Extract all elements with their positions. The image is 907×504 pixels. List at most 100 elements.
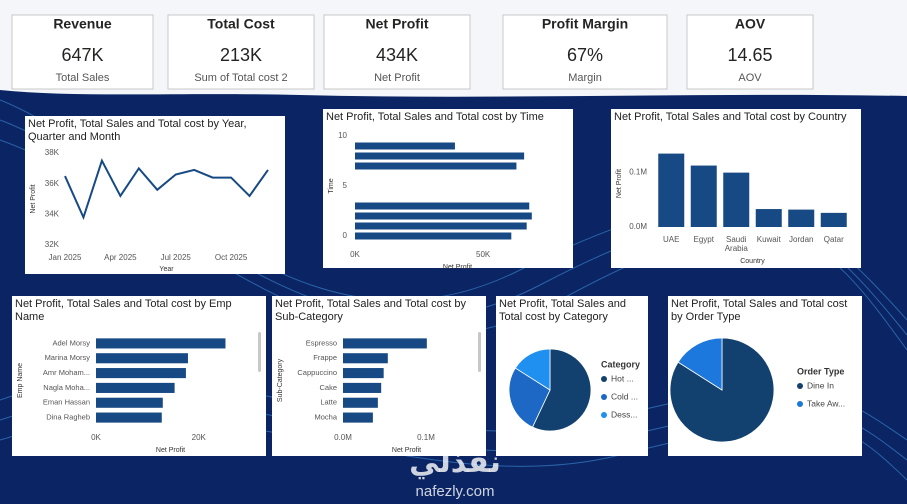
chart-title-box: Net Profit, Total Sales and Total cost b… <box>671 298 848 323</box>
kpi-subtitle: Net Profit <box>374 72 420 84</box>
scrollbar <box>478 332 481 372</box>
kpi-card <box>686 14 814 90</box>
kpi-subtitle: Sum of Total cost 2 <box>194 72 287 84</box>
x-axis-label: Country <box>740 258 765 265</box>
y-axis-label: Net Profit <box>616 169 623 198</box>
bar <box>723 172 750 227</box>
kpi-value: 14.65 <box>727 45 772 65</box>
kpi-card <box>167 14 315 90</box>
y-tick-label: Eman Hassan <box>43 398 90 407</box>
x-tick-label: Jan 2025 <box>49 253 82 262</box>
y-tick-label: Nagla Moha... <box>43 383 90 392</box>
legend-label: Cold ... <box>611 391 638 401</box>
y-tick-label: Cappuccino <box>297 368 337 377</box>
chart-panel <box>25 116 285 274</box>
y-tick-label: 5 <box>343 181 348 190</box>
bar <box>658 153 685 227</box>
x-tick-label: 0.1M <box>417 433 435 442</box>
x-tick-label: 20K <box>192 433 207 442</box>
bar <box>343 382 382 393</box>
chart-title: Net Profit, Total Sales and Total cost b… <box>15 298 232 323</box>
legend-title: Category <box>601 359 640 369</box>
x-tick-label: Jul 2025 <box>161 253 192 262</box>
bar <box>690 165 717 227</box>
y-tick-label: 0.0M <box>629 222 647 231</box>
kpi-subtitle: Margin <box>568 72 602 84</box>
legend-swatch <box>601 394 607 400</box>
pie-slice <box>532 348 592 432</box>
kpi-card <box>11 14 154 90</box>
kpi-card <box>502 14 668 90</box>
chart-title-box: Net Profit, Total Sales and Total cost b… <box>275 298 466 323</box>
kpi-title: Profit Margin <box>542 16 628 32</box>
legend-swatch <box>797 383 803 389</box>
bar <box>96 382 175 393</box>
kpi-subtitle: AOV <box>738 72 762 84</box>
chart-title: Net Profit, Total Sales and Total cost b… <box>614 111 847 123</box>
y-tick-label: Espresso <box>306 338 337 347</box>
y-tick-label: 0 <box>343 231 348 240</box>
y-tick-label: Mocha <box>314 413 337 422</box>
chart-title: Net Profit, Total Sales and Total cost b… <box>671 298 848 323</box>
bar <box>343 353 388 364</box>
bar <box>788 209 815 227</box>
bar <box>820 212 847 227</box>
x-tick-label: 0K <box>91 433 101 442</box>
kpi-value: 213K <box>220 45 262 65</box>
x-tick-label-box: Kuwait <box>756 235 781 244</box>
y-axis-label: Net Profit <box>30 184 37 213</box>
x-tick-label: Saudi Arabia <box>724 235 748 253</box>
legend-title: Order Type <box>797 366 844 376</box>
chart-panel <box>323 109 573 268</box>
x-tick-label: 0K <box>350 250 360 259</box>
x-tick-label: Apr 2025 <box>104 253 137 262</box>
legend-label: Take Aw... <box>807 398 845 408</box>
y-axis-label: Time <box>328 178 335 193</box>
chart-title: Net Profit, Total Sales and Total cost b… <box>275 298 466 323</box>
kpi-value: 67% <box>567 45 603 65</box>
bar <box>96 412 162 423</box>
chart-title-box: Net Profit, Total Sales and Total cost b… <box>499 298 626 323</box>
x-tick-label-box: UAE <box>663 235 679 244</box>
y-tick-label: Marina Morsy <box>45 353 91 362</box>
x-tick-label: 0.0M <box>334 433 352 442</box>
kpi-value: 647K <box>61 45 103 65</box>
bar <box>355 142 455 150</box>
bar <box>96 338 226 349</box>
x-axis-label: Year <box>159 266 174 273</box>
x-tick-label: Jordan <box>789 235 814 244</box>
legend-swatch <box>601 376 607 382</box>
x-tick-label: Oct 2025 <box>215 253 248 262</box>
watermark-logo: نفذلي <box>409 446 501 480</box>
y-tick-label: 34K <box>45 209 60 218</box>
chart-title: Net Profit, Total Sales and Total cost b… <box>499 298 626 323</box>
bar <box>355 212 532 220</box>
x-tick-label: Kuwait <box>756 235 781 244</box>
x-tick-label-box: Qatar <box>824 235 844 244</box>
x-tick-label: 50K <box>476 250 491 259</box>
bar <box>355 152 525 160</box>
legend-label: Hot ... <box>611 373 634 383</box>
bar <box>96 368 186 379</box>
x-tick-label-box: Egypt <box>693 235 714 244</box>
bar <box>355 162 517 170</box>
chart-title: Net Profit, Total Sales and Total cost b… <box>326 111 544 123</box>
bar <box>96 353 188 364</box>
y-tick-label: Frappe <box>313 353 337 362</box>
x-tick-label-box: Jordan <box>789 235 814 244</box>
x-axis-label: Net Profit <box>392 447 421 454</box>
bar <box>343 397 378 408</box>
y-tick-label: Cake <box>319 383 337 392</box>
watermark-site: nafezly.com <box>416 483 495 500</box>
scrollbar <box>258 332 261 372</box>
x-tick-label: Egypt <box>693 235 714 244</box>
x-tick-label-box: Saudi Arabia <box>724 235 748 253</box>
y-tick-label: Adel Morsy <box>52 338 90 347</box>
legend-swatch <box>601 412 607 418</box>
kpi-title: Net Profit <box>366 16 429 32</box>
bar <box>355 202 530 210</box>
y-tick-label: 36K <box>45 179 60 188</box>
pie-slice <box>669 337 775 443</box>
y-tick-label: 32K <box>45 240 60 249</box>
